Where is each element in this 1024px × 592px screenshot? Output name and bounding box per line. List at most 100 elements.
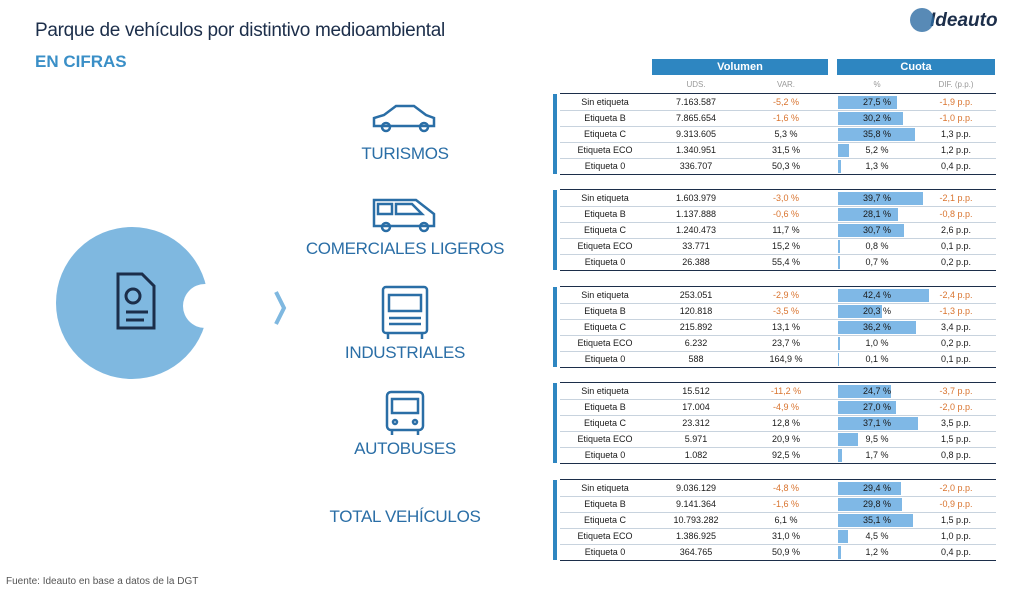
logo-badge: [183, 284, 227, 328]
var: 5,3 %: [774, 129, 798, 139]
cuota-bar: [838, 497, 903, 511]
group-header: Cuota: [837, 59, 995, 75]
var: -3,0 %: [772, 193, 799, 203]
dif: -0,8 p.p.: [939, 209, 973, 219]
row-label: Etiqueta C: [583, 515, 627, 525]
uds: 1.137.888: [675, 209, 717, 219]
row-rule: [560, 415, 996, 416]
row-rule: [560, 142, 996, 143]
row-rule: [560, 270, 996, 271]
dif: -3,7 p.p.: [939, 386, 973, 396]
dif: -2,0 p.p.: [939, 483, 973, 493]
cuota-bar: [838, 416, 918, 430]
dif: 2,6 p.p.: [940, 225, 972, 235]
cuota-label: 28,1 %: [862, 209, 892, 219]
row-label: Etiqueta ECO: [577, 338, 633, 348]
group-header: Volumen: [652, 59, 828, 75]
row-rule: [560, 431, 996, 432]
uds: 26.388: [682, 257, 710, 267]
dif: 1,0 p.p.: [940, 531, 972, 541]
row-label: Etiqueta B: [584, 306, 626, 316]
row-rule: [560, 512, 996, 513]
row-label: Sin etiqueta: [581, 193, 629, 203]
uds: 9.141.364: [675, 499, 717, 509]
row-label: Sin etiqueta: [581, 97, 629, 107]
var: 164,9 %: [769, 354, 803, 364]
uds: 10.793.282: [673, 515, 719, 525]
row-rule: [560, 351, 996, 352]
cuota-label: 0,8 %: [865, 241, 889, 251]
row-rule: [560, 126, 996, 127]
uds: 588: [688, 354, 704, 364]
dif: 0,8 p.p.: [940, 450, 972, 460]
cuota-bar: [838, 207, 899, 221]
cuota-bar: [838, 111, 903, 125]
cuota-label: 24,7 %: [862, 386, 892, 396]
cuota-bar: [838, 191, 924, 205]
var: 31,0 %: [771, 531, 801, 541]
dif: 3,4 p.p.: [940, 322, 972, 332]
row-label: Sin etiqueta: [581, 483, 629, 493]
cuota-label: 1,2 %: [865, 547, 889, 557]
cuota-label: 1,0 %: [865, 338, 889, 348]
row-label: Etiqueta ECO: [577, 531, 633, 541]
cuota-bar: [838, 304, 882, 318]
dif: -1,3 p.p.: [939, 306, 973, 316]
cuota-bar: [838, 513, 914, 527]
chevron: [274, 291, 287, 325]
row-rule: [560, 110, 996, 111]
var: 50,3 %: [771, 161, 801, 171]
dif: -2,1 p.p.: [939, 193, 973, 203]
row-rule: [560, 254, 996, 255]
row-label: Etiqueta 0: [584, 161, 626, 171]
dif: -2,0 p.p.: [939, 402, 973, 412]
dif: -0,9 p.p.: [939, 499, 973, 509]
var: 15,2 %: [771, 241, 801, 251]
logo-mark: [910, 8, 934, 32]
dif: 1,5 p.p.: [940, 515, 972, 525]
uds: 253.051: [679, 290, 713, 300]
dif: 0,1 p.p.: [940, 241, 972, 251]
var: 6,1 %: [774, 515, 798, 525]
row-rule: [560, 303, 996, 304]
dif: -2,4 p.p.: [939, 290, 973, 300]
dif: 0,2 p.p.: [940, 338, 972, 348]
row-rule: [560, 463, 996, 464]
row-rule: [560, 496, 996, 497]
var: -5,2 %: [772, 97, 799, 107]
uds: 215.892: [679, 322, 713, 332]
dif: -1,9 p.p.: [939, 97, 973, 107]
row-rule: [560, 367, 996, 368]
var: 12,8 %: [771, 418, 801, 428]
row-rule: [560, 222, 996, 223]
group-label: INDUSTRIALES: [344, 343, 466, 362]
group-rule: [560, 286, 996, 287]
subtitle: EN CIFRAS: [35, 52, 127, 71]
row-label: Etiqueta B: [584, 402, 626, 412]
row-label: Etiqueta 0: [584, 450, 626, 460]
var: 55,4 %: [771, 257, 801, 267]
cuota-bar: [838, 143, 850, 157]
row-rule: [560, 447, 996, 448]
cuota-bar: [838, 400, 897, 414]
row-rule: [560, 319, 996, 320]
cuota-label: 42,4 %: [862, 290, 892, 300]
row-label: Etiqueta C: [583, 129, 627, 139]
uds: 1.603.979: [675, 193, 717, 203]
cuota-label: 0,1 %: [865, 354, 889, 364]
var: -4,9 %: [772, 402, 799, 412]
group-bar: [553, 383, 557, 463]
cuota-label: 35,8 %: [862, 129, 892, 139]
bus-icon: [385, 390, 425, 435]
group-label: TURISMOS: [361, 144, 449, 163]
var: 92,5 %: [771, 450, 801, 460]
cuota-label: 39,7 %: [862, 193, 892, 203]
dif: 3,5 p.p.: [940, 418, 972, 428]
group-bar: [553, 190, 557, 270]
row-rule: [560, 238, 996, 239]
var: 20,9 %: [771, 434, 801, 444]
dif: 0,2 p.p.: [940, 257, 972, 267]
cuota-bar: [838, 288, 930, 302]
var: 11,7 %: [772, 225, 800, 235]
uds: 23.312: [682, 418, 710, 428]
